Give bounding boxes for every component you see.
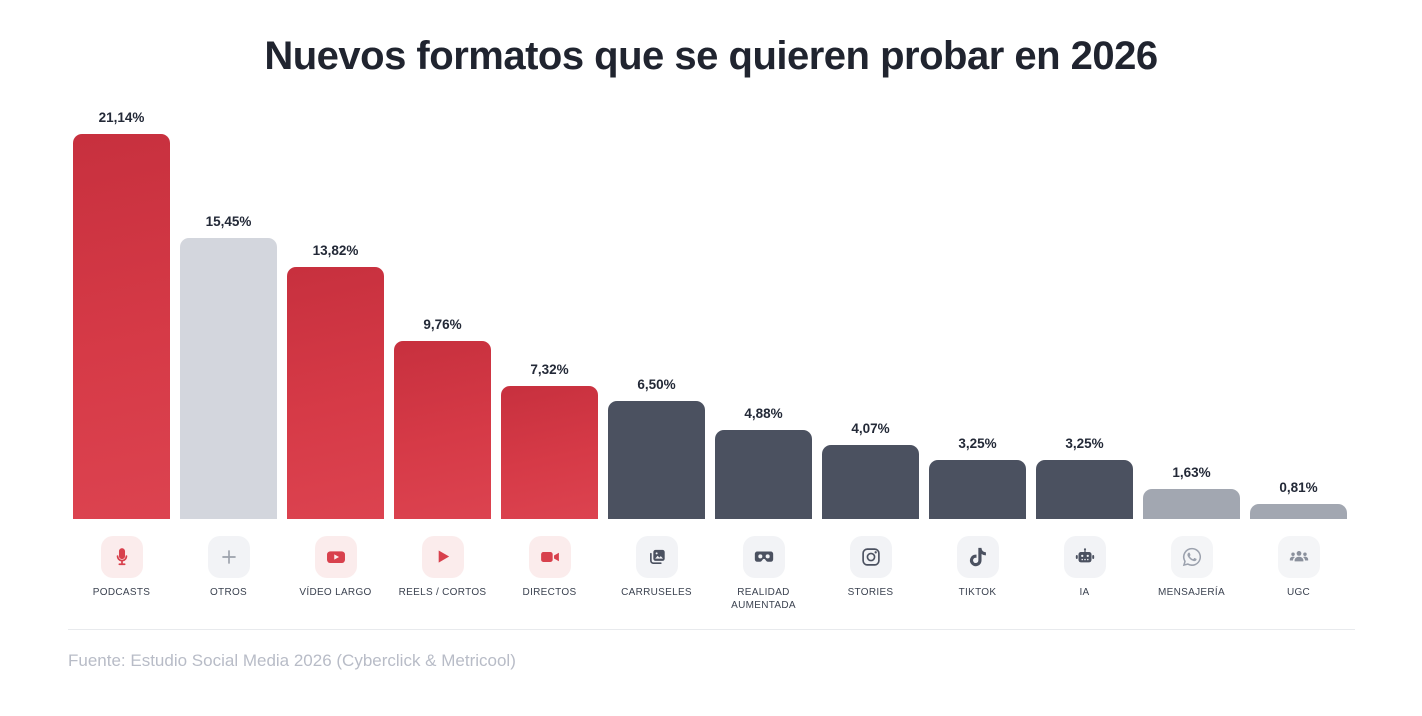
bar-value-label: 3,25%: [1065, 436, 1104, 451]
bar-column-stories: 4,07% STORIES: [822, 421, 919, 613]
bar-column-ugc: 0,81% UGC: [1250, 480, 1347, 613]
bar-tiktok: [929, 460, 1026, 519]
bar-value-label: 4,07%: [851, 421, 890, 436]
bar-value-label: 9,76%: [423, 317, 462, 332]
bar-category-label: REELS / CORTOS: [398, 587, 487, 598]
users-icon: [1277, 536, 1320, 578]
bar-carruseles: [608, 401, 705, 519]
carousel-icon: [635, 536, 678, 578]
bar-category-label: VÍDEO LARGO: [299, 587, 372, 598]
bar-category-label: STORIES: [847, 587, 894, 598]
video-camera-icon: [528, 536, 571, 578]
bar-stories: [822, 445, 919, 519]
bar-value-label: 1,63%: [1172, 465, 1211, 480]
bar-value-label: 4,88%: [744, 406, 783, 421]
bar-value-label: 7,32%: [530, 362, 569, 377]
bar-value-label: 6,50%: [637, 377, 676, 392]
robot-icon: [1063, 536, 1106, 578]
bar-otros: [180, 238, 277, 519]
tiktok-icon: [956, 536, 999, 578]
bar-column-tiktok: 3,25% TIKTOK: [929, 436, 1026, 613]
bar-value-label: 3,25%: [958, 436, 997, 451]
bar-ugc: [1250, 504, 1347, 519]
bar-column-mensajeria: 1,63% MENSAJERÍA: [1143, 465, 1240, 613]
bar-video-largo: [287, 267, 384, 519]
source-caption: Fuente: Estudio Social Media 2026 (Cyber…: [68, 651, 516, 670]
bar-column-podcasts: 21,14% PODCASTS: [73, 110, 170, 613]
youtube-icon: [314, 536, 357, 578]
bar-value-label: 21,14%: [98, 110, 145, 125]
bar-directos: [501, 386, 598, 519]
bar-reels-cortos: [394, 341, 491, 519]
footer-divider: [68, 629, 1355, 630]
bar-value-label: 13,82%: [312, 243, 359, 258]
bar-value-label: 15,45%: [205, 214, 252, 229]
bar-value-label: 0,81%: [1279, 480, 1318, 495]
bar-podcasts: [73, 134, 170, 519]
page-title: Nuevos formatos que se quieren probar en…: [264, 34, 1158, 78]
plus-icon: [207, 536, 250, 578]
bar-column-reels-cortos: 9,76% REELS / CORTOS: [394, 317, 491, 613]
play-icon: [421, 536, 464, 578]
bar-column-video-largo: 13,82% VÍDEO LARGO: [287, 243, 384, 613]
bar-category-label: TIKTOK: [958, 587, 997, 598]
bar-category-label: CARRUSELES: [621, 587, 692, 598]
whatsapp-icon: [1170, 536, 1213, 578]
bar-column-directos: 7,32% DIRECTOS: [501, 362, 598, 613]
bar-category-label: MENSAJERÍA: [1158, 587, 1225, 598]
bar-category-label: REALIDAD AUMENTADA: [731, 587, 796, 611]
bar-category-label: DIRECTOS: [522, 587, 577, 598]
bar-category-label: PODCASTS: [92, 587, 151, 598]
bar-ia: [1036, 460, 1133, 519]
bar-category-label: OTROS: [209, 587, 248, 598]
bar-category-label: UGC: [1286, 587, 1311, 598]
bar-column-realidad-aumentada: 4,88% REALIDAD AUMENTADA: [715, 406, 812, 613]
microphone-icon: [100, 536, 143, 578]
instagram-icon: [849, 536, 892, 578]
bar-column-carruseles: 6,50% CARRUSELES: [608, 377, 705, 613]
chart-columns: 21,14% PODCASTS 15,45% OTROS 13,82% VÍDE…: [0, 110, 1422, 613]
bar-category-label: IA: [1079, 587, 1090, 598]
vr-goggles-icon: [742, 536, 785, 578]
bar-column-ia: 3,25% IA: [1036, 436, 1133, 613]
bar-realidad-aumentada: [715, 430, 812, 519]
bar-column-otros: 15,45% OTROS: [180, 214, 277, 613]
bar-mensajeria: [1143, 489, 1240, 519]
